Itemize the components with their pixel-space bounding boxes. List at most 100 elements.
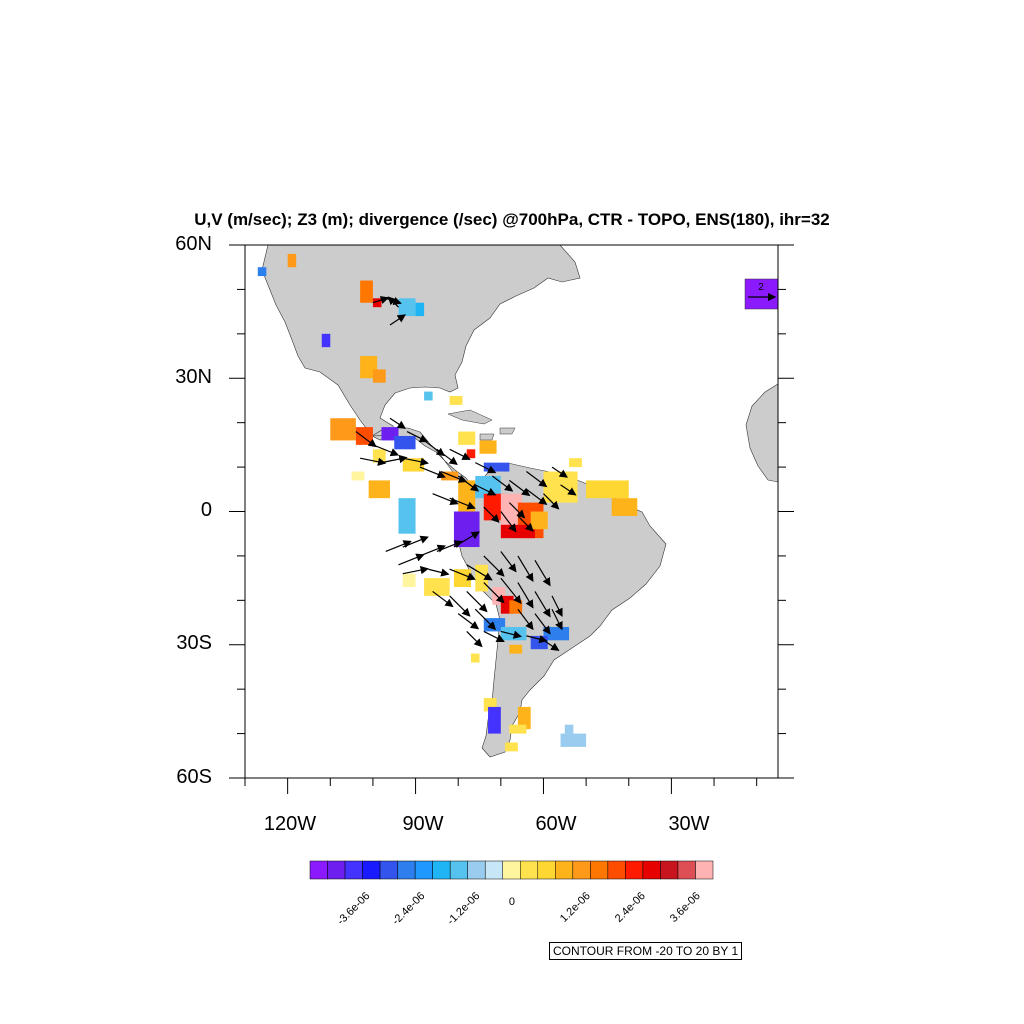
- colorbar-swatch: [555, 860, 574, 880]
- divergence-patch: [424, 391, 433, 401]
- wind-vector: [449, 448, 471, 460]
- divergence-patch: [479, 440, 497, 454]
- wind-vector: [449, 568, 476, 581]
- wind-vector: [534, 591, 551, 618]
- wind-vector: [483, 630, 505, 642]
- wind-vector: [517, 582, 534, 609]
- wind-vector: [526, 635, 548, 644]
- divergence-patch: [453, 511, 480, 548]
- colorbar-swatch: [344, 860, 363, 880]
- wind-vector: [457, 613, 480, 630]
- wind-vector: [436, 540, 463, 553]
- wind-vector: [381, 454, 408, 464]
- colorbar-swatch: [572, 860, 591, 880]
- divergence-patch: [415, 302, 425, 317]
- wind-vector: [526, 488, 548, 506]
- colorbar-swatch: [467, 860, 486, 880]
- divergence-patch: [488, 706, 501, 734]
- divergence-patch: [483, 493, 506, 521]
- divergence-patch: [509, 724, 527, 734]
- wind-vector: [534, 613, 551, 635]
- wind-vector: [398, 553, 425, 566]
- lon-label-90w: 90W: [402, 813, 444, 835]
- divergence-patch: [402, 573, 416, 588]
- reference-vector-label: 2: [758, 282, 764, 293]
- divergence-patch: [470, 653, 480, 663]
- divergence-patch: [424, 578, 450, 596]
- colorbar-swatch: [379, 860, 398, 880]
- wind-vector: [551, 595, 563, 617]
- caribbean-islands: [447, 409, 516, 441]
- wind-vector: [440, 470, 468, 483]
- wind-vector: [372, 296, 390, 305]
- wind-vector: [483, 506, 500, 523]
- wind-vector: [466, 564, 493, 581]
- colorbar-tick-label: 0: [508, 896, 515, 908]
- divergence-patch: [530, 511, 548, 530]
- lat-label-60s: 60S: [176, 766, 212, 788]
- wind-vector: [543, 493, 560, 510]
- divergence-patch: [372, 298, 382, 308]
- wind-vector: [419, 544, 446, 557]
- wind-vector: [474, 462, 497, 474]
- north-america-landmass: [261, 245, 581, 441]
- wind-vector: [517, 608, 534, 631]
- divergence-patch: [449, 396, 463, 405]
- wind-vector: [402, 457, 429, 466]
- divergence-patch: [586, 480, 629, 499]
- divergence-patch: [466, 449, 476, 459]
- wind-vector: [406, 431, 429, 443]
- colorbar-swatch: [590, 860, 609, 880]
- contour-info-label: CONTOUR FROM -20 TO 20 BY 1: [549, 942, 743, 960]
- lat-label-eq: 0: [200, 499, 212, 521]
- wind-vector: [509, 479, 531, 497]
- wind-vector: [428, 568, 450, 577]
- divergence-patch: [360, 280, 373, 303]
- lat-label-60n: 60N: [175, 233, 212, 255]
- wind-vector: [474, 484, 497, 496]
- wind-vector: [534, 560, 551, 587]
- africa-edge: [745, 383, 778, 483]
- colorbar-swatch: [607, 860, 626, 880]
- wind-vector: [500, 511, 517, 533]
- divergence-patch: [560, 733, 587, 747]
- wind-vector: [385, 540, 412, 553]
- wind-vector: [432, 590, 454, 608]
- divergence-patch: [543, 471, 578, 503]
- wind-vector: [517, 555, 534, 582]
- divergence-patch: [569, 458, 582, 468]
- divergence-patch: [611, 498, 638, 516]
- colorbar-swatch: [660, 860, 679, 880]
- colorbar-swatch: [309, 860, 328, 880]
- wind-vector: [387, 296, 399, 308]
- divergence-patch: [360, 356, 378, 379]
- lon-label-60w: 60W: [535, 813, 577, 835]
- wind-vector: [526, 471, 548, 488]
- divergence-patch: [483, 462, 510, 472]
- lon-label-120w: 120W: [263, 813, 317, 835]
- wind-vector: [453, 531, 480, 548]
- colorbar-swatch: [625, 860, 644, 880]
- wind-vector: [543, 639, 560, 651]
- wind-vector: [483, 582, 505, 604]
- wind-vector: [466, 631, 483, 648]
- wind-vector: [449, 595, 471, 617]
- divergence-patch: [517, 706, 531, 730]
- wind-vector: [389, 314, 406, 326]
- divergence-patch: [398, 298, 416, 317]
- wind-vector: [457, 475, 480, 492]
- colorbar-swatch: [520, 860, 539, 880]
- wind-vector: [491, 475, 514, 492]
- divergence-patch: [441, 471, 459, 481]
- wind-vector: [551, 608, 563, 631]
- divergence-patch: [500, 626, 527, 641]
- wind-vector: [500, 551, 517, 573]
- colorbar: [309, 860, 714, 880]
- divergence-patch: [500, 524, 535, 539]
- plot-title: U,V (m/sec); Z3 (m); divergence (/sec) @…: [194, 210, 830, 229]
- wind-vector: [360, 457, 387, 466]
- wind-vector: [449, 497, 476, 510]
- divergence-patch: [398, 498, 416, 534]
- lat-label-30n: 30N: [175, 366, 212, 388]
- wind-vector: [551, 466, 569, 478]
